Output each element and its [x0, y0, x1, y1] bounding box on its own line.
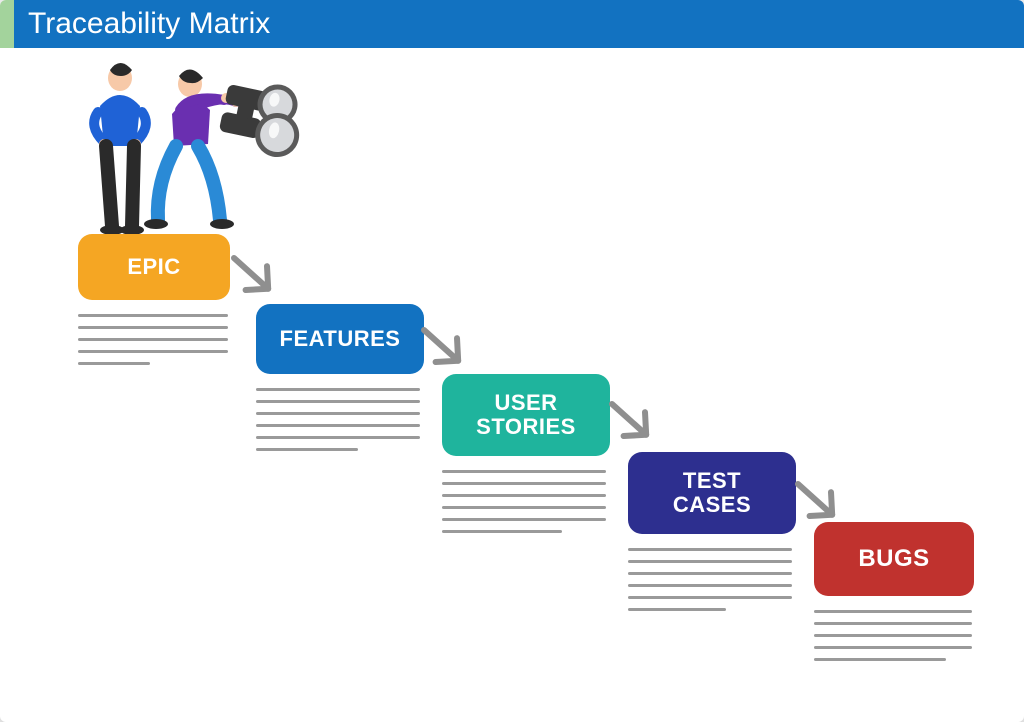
title-bar: Traceability Matrix [0, 0, 1024, 48]
placeholder-line [442, 470, 606, 473]
slide-title: Traceability Matrix [14, 0, 1024, 48]
placeholder-line [628, 596, 792, 599]
placeholder-line [78, 350, 228, 353]
arrow-down-right-icon [418, 324, 490, 401]
placeholder-line [628, 572, 792, 575]
person-standing-icon [94, 63, 146, 235]
placeholder-line [814, 646, 972, 649]
title-accent-tab [0, 0, 14, 48]
placeholder-text-lines [256, 388, 420, 451]
placeholder-line [814, 610, 972, 613]
placeholder-line [814, 658, 946, 661]
people-illustration [80, 58, 330, 238]
placeholder-line [442, 506, 606, 509]
placeholder-line [814, 622, 972, 625]
person-binoculars-icon [144, 69, 309, 229]
placeholder-text-lines [628, 548, 792, 611]
placeholder-line [814, 634, 972, 637]
placeholder-line [442, 482, 606, 485]
placeholder-line [628, 560, 792, 563]
placeholder-line [256, 424, 420, 427]
placeholder-line [78, 326, 228, 329]
placeholder-line [256, 412, 420, 415]
step-pill: EPIC [78, 234, 230, 300]
placeholder-line [78, 314, 228, 317]
step-test-cases: TEST CASES [628, 452, 796, 611]
placeholder-line [442, 530, 562, 533]
arrow-down-right-icon [792, 478, 864, 555]
placeholder-line [628, 608, 726, 611]
placeholder-line [78, 338, 228, 341]
placeholder-line [442, 518, 606, 521]
slide-card: Traceability Matrix [0, 0, 1024, 722]
placeholder-line [256, 436, 420, 439]
placeholder-line [628, 584, 792, 587]
arrow-down-right-icon [228, 252, 300, 329]
placeholder-line [628, 548, 792, 551]
diagram-stage: EPICFEATURESUSER STORIESTEST CASESBUGS [0, 48, 1024, 722]
placeholder-line [256, 448, 358, 451]
placeholder-text-lines [442, 470, 606, 533]
placeholder-line [442, 494, 606, 497]
placeholder-line [78, 362, 150, 365]
placeholder-line [256, 388, 420, 391]
arrow-down-right-icon [606, 398, 678, 475]
placeholder-line [256, 400, 420, 403]
placeholder-text-lines [78, 314, 228, 365]
step-epic: EPIC [78, 234, 230, 365]
placeholder-text-lines [814, 610, 972, 661]
